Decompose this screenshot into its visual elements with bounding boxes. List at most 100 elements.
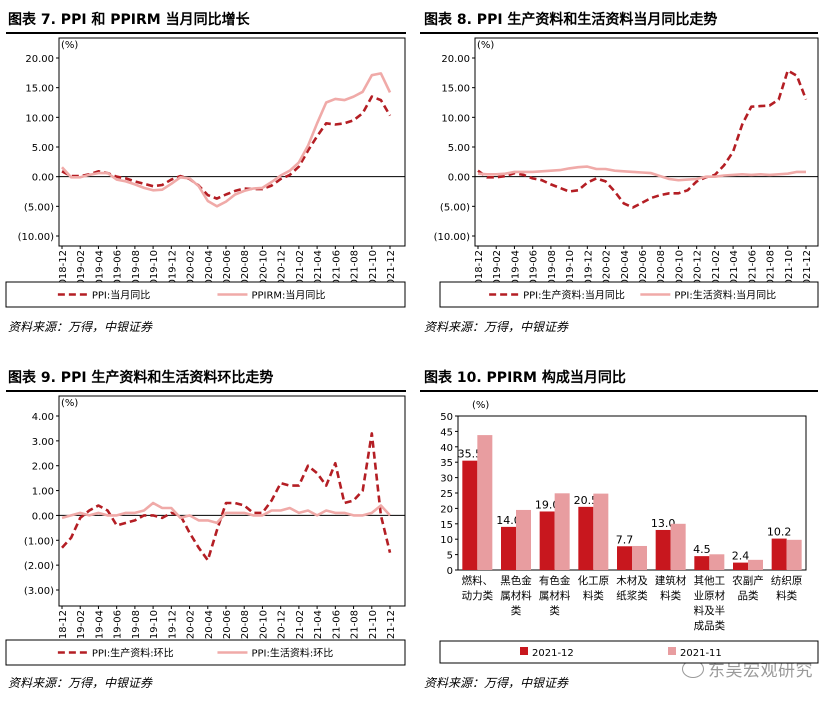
data-label: 14.0 xyxy=(496,514,521,527)
x-category-label: 料及半 xyxy=(694,604,726,617)
series-line-1 xyxy=(477,69,808,209)
bar-2021-12 xyxy=(578,506,594,570)
legend-label: PPI:当月同比 xyxy=(92,289,150,302)
series-line-1 xyxy=(61,432,392,562)
bar-2021-11 xyxy=(554,493,570,570)
y-tick-label: (5.00) xyxy=(24,202,54,213)
chart-title: 图表 10. PPIRM 构成当月同比 xyxy=(424,370,626,386)
x-category-label: 纸浆类 xyxy=(616,589,648,602)
bar-2021-12 xyxy=(539,511,555,570)
bar-2021-12 xyxy=(462,460,478,570)
unit-label: (%) xyxy=(61,398,78,409)
x-category-label: 成品类 xyxy=(694,619,726,632)
x-tick-label: 2020-04 xyxy=(204,250,215,292)
x-tick-label: 2020-02 xyxy=(602,250,613,292)
bar-2021-12 xyxy=(501,526,516,570)
y-tick-label: (3.00) xyxy=(24,586,54,597)
x-tick-label: 2019-10 xyxy=(149,610,160,652)
y-tick-label: 50 xyxy=(440,412,453,423)
y-tick-label: 30 xyxy=(440,474,453,485)
y-tick-label: 25 xyxy=(440,489,453,500)
x-tick-label: 2019-08 xyxy=(131,250,142,292)
x-tick-label: 2021-10 xyxy=(784,250,795,292)
x-tick-label: 2020-08 xyxy=(240,610,251,652)
title-rule xyxy=(420,390,818,392)
x-tick-label: 2021-02 xyxy=(711,250,722,292)
x-tick-label: 2019-04 xyxy=(510,250,521,292)
bar-2021-12 xyxy=(694,556,710,570)
series-line-1 xyxy=(61,95,392,200)
x-tick-label: 2021-06 xyxy=(747,250,758,292)
x-tick-label: 2020-08 xyxy=(656,250,667,292)
x-category-label: 农副产 xyxy=(732,574,764,587)
source-note: 资料来源：万得，中银证券 xyxy=(8,676,153,690)
series-line-2 xyxy=(477,165,806,182)
data-label: 10.2 xyxy=(767,526,792,539)
y-tick-label: 15.00 xyxy=(441,84,470,95)
x-tick-label: 2019-02 xyxy=(492,250,503,292)
x-category-label: 属材料 xyxy=(500,589,532,602)
chart-title: 图表 7. PPI 和 PPIRM 当月同比增长 xyxy=(8,12,250,28)
y-tick-label: 40 xyxy=(440,443,453,454)
watermark-text: 东吴宏观研究 xyxy=(708,661,813,681)
bar-2021-11 xyxy=(477,435,493,570)
y-tick-label: (10.00) xyxy=(18,232,55,243)
bar-2021-11 xyxy=(632,545,647,570)
x-tick-label: 2020-06 xyxy=(222,610,233,652)
bar-2021-11 xyxy=(748,559,763,570)
data-label: 35.5 xyxy=(458,448,483,461)
y-tick-label: 20 xyxy=(440,504,453,515)
data-label: 2.4 xyxy=(732,550,750,563)
legend-label: PPIRM:当月同比 xyxy=(251,289,325,302)
bar-2021-12 xyxy=(771,538,787,570)
series-line-2 xyxy=(61,72,392,208)
x-tick-label: 2019-06 xyxy=(529,250,540,292)
x-tick-label: 2021-04 xyxy=(729,250,740,292)
y-tick-label: 2.00 xyxy=(32,462,54,473)
y-tick-label: 5 xyxy=(447,551,453,562)
x-category-label: 黑色金 xyxy=(500,574,532,587)
x-tick-label: 2019-06 xyxy=(113,610,124,652)
legend-label: 2021-12 xyxy=(532,648,574,659)
x-tick-label: 2021-06 xyxy=(331,610,342,652)
y-tick-label: 5.00 xyxy=(32,143,54,154)
x-tick-label: 2021-08 xyxy=(350,250,361,292)
legend-swatch xyxy=(520,647,528,655)
source-note: 资料来源：万得，中银证券 xyxy=(424,676,569,690)
x-category-label: 有色金 xyxy=(539,574,571,587)
x-tick-label: 2021-10 xyxy=(368,250,379,292)
bar-2021-11 xyxy=(786,539,802,570)
x-category-label: 类 xyxy=(549,604,560,617)
legend-label: PPI:生产资料:当月同比 xyxy=(523,289,625,302)
data-label: 4.5 xyxy=(693,543,711,556)
x-category-label: 属材料 xyxy=(539,589,571,602)
x-tick-label: 2018-12 xyxy=(474,250,485,292)
x-tick-label: 2019-04 xyxy=(94,250,105,292)
data-label: 7.7 xyxy=(616,533,634,546)
y-tick-label: 15 xyxy=(440,520,453,531)
x-tick-label: 2020-10 xyxy=(674,250,685,292)
x-tick-label: 2020-12 xyxy=(277,610,288,652)
x-tick-label: 2020-12 xyxy=(693,250,704,292)
y-tick-label: (1.00) xyxy=(24,536,54,547)
x-tick-label: 2021-08 xyxy=(766,250,777,292)
x-tick-label: 2021-02 xyxy=(295,250,306,292)
bar-2021-11 xyxy=(593,493,609,570)
plot-frame xyxy=(474,37,819,247)
x-category-label: 建筑材 xyxy=(655,574,687,587)
x-tick-label: 2021-12 xyxy=(386,250,397,292)
x-tick-label: 2021-08 xyxy=(350,610,361,652)
y-tick-label: 4.00 xyxy=(32,412,54,423)
plot-frame xyxy=(58,37,406,247)
y-tick-label: 20.00 xyxy=(441,54,470,65)
x-category-label: 化工原 xyxy=(578,574,610,587)
bar-2021-12 xyxy=(733,562,748,570)
legend-label: PPI:生活资料:当月同比 xyxy=(674,289,776,302)
x-category-label: 业原材 xyxy=(694,589,726,602)
legend-swatch xyxy=(668,647,676,655)
x-tick-label: 2020-10 xyxy=(258,250,269,292)
x-tick-label: 2018-12 xyxy=(58,610,69,652)
